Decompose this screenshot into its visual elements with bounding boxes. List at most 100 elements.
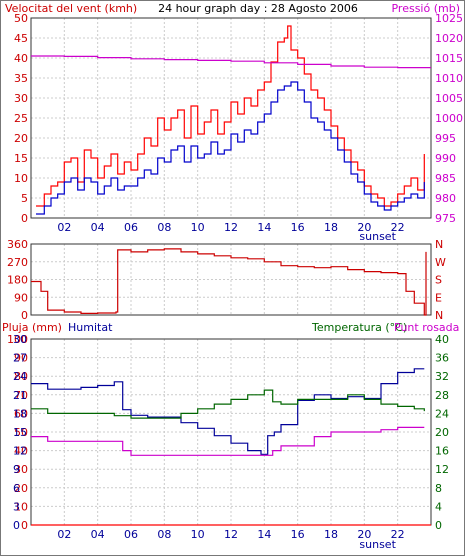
x-tick-label: 02	[57, 528, 71, 541]
y-tick-label-left: 45	[14, 32, 28, 45]
x-tick-label: 22	[391, 221, 405, 234]
y-tick-label-right: 1020	[435, 32, 463, 45]
x-tick-label: 12	[224, 528, 238, 541]
y-tick-label-right: 20	[435, 426, 449, 439]
y-tick-label-left: 0	[21, 309, 28, 322]
series-line-2	[31, 389, 425, 419]
y-tick-label-left: 40	[14, 52, 28, 65]
y-tick-label-right: 40	[435, 333, 449, 346]
header-wind-speed: Velocitat del vent (kmh)	[5, 2, 137, 15]
x-tick-label: 18	[324, 221, 338, 234]
header-rain: Pluja (mm)	[2, 321, 62, 334]
y-tick-label-left: 180	[7, 274, 28, 287]
y-tick-label-left: 80	[14, 370, 28, 383]
y-tick-label-left: 15	[14, 152, 28, 165]
y-tick-label-left: 20	[14, 482, 28, 495]
y-tick-label-left2: 0	[13, 519, 20, 532]
x-tick-label: 10	[191, 528, 205, 541]
y-tick-label-right: 975	[435, 212, 456, 225]
x-tick-label: 02	[57, 221, 71, 234]
y-tick-label-left: 30	[14, 92, 28, 105]
y-tick-label-left2: 12	[13, 445, 27, 458]
header-dew-point: Punt rosada	[394, 321, 459, 334]
sunset-label: sunset	[359, 230, 396, 243]
series-line-3	[31, 426, 425, 456]
y-tick-label-left2: 21	[13, 389, 27, 402]
y-tick-label-right: 24	[435, 407, 449, 420]
y-tick-label-left: 20	[14, 132, 28, 145]
chart-panel-3: 0102030405060708090100036912151821242730…	[2, 321, 459, 551]
y-tick-label-right: 985	[435, 172, 456, 185]
x-tick-label: 16	[291, 528, 305, 541]
y-tick-label-right: 4	[435, 500, 442, 513]
y-tick-label-left: 0	[21, 519, 28, 532]
x-tick-label: 22	[391, 528, 405, 541]
header-pressure: Pressió (mb)	[391, 2, 460, 15]
y-tick-label-left2: 3	[13, 500, 20, 513]
y-tick-label-right: 1015	[435, 52, 463, 65]
y-tick-label-right: W	[435, 256, 446, 269]
series-line-1	[36, 81, 425, 215]
y-tick-label-right: 990	[435, 152, 456, 165]
y-tick-label-right: 0	[435, 519, 442, 532]
y-tick-label-left2: 27	[13, 352, 27, 365]
series-line-2	[31, 55, 431, 69]
y-tick-label-right: 995	[435, 132, 456, 145]
y-tick-label-left2: 6	[13, 482, 20, 495]
x-tick-label: 14	[257, 221, 271, 234]
y-tick-label-left: 360	[7, 238, 28, 251]
x-tick-label: 18	[324, 528, 338, 541]
y-tick-label-left: 100	[7, 333, 28, 346]
plot-border	[30, 243, 432, 316]
header-humidity: Humitat	[68, 321, 113, 334]
y-tick-label-left: 25	[14, 112, 28, 125]
y-tick-label-right: 12	[435, 463, 449, 476]
y-tick-label-right: 1000	[435, 112, 463, 125]
y-tick-label-left: 0	[21, 212, 28, 225]
y-tick-label-left: 10	[14, 172, 28, 185]
x-tick-label: 12	[224, 221, 238, 234]
y-tick-label-left: 30	[14, 463, 28, 476]
y-tick-label-left: 60	[14, 407, 28, 420]
y-tick-label-right: 32	[435, 370, 449, 383]
header-temperature: Temperatura (°C)	[311, 321, 407, 334]
y-tick-label-right: S	[435, 274, 442, 287]
y-tick-label-left2: 9	[13, 463, 20, 476]
y-tick-label-left: 90	[14, 352, 28, 365]
x-tick-label: 04	[91, 528, 105, 541]
x-tick-label: 16	[291, 221, 305, 234]
y-tick-label-right: N	[435, 309, 443, 322]
x-tick-label: 10	[191, 221, 205, 234]
y-tick-label-right: 1025	[435, 12, 463, 25]
y-tick-label-left: 70	[14, 389, 28, 402]
y-tick-label-right: 16	[435, 445, 449, 458]
x-tick-label: 06	[124, 528, 138, 541]
header-date: 24 hour graph day : 28 Agosto 2006	[158, 2, 358, 15]
y-tick-label-right: E	[435, 291, 442, 304]
y-tick-label-left: 50	[14, 426, 28, 439]
series-line-0	[31, 248, 427, 316]
y-tick-label-left: 270	[7, 256, 28, 269]
series-line-0	[36, 25, 425, 207]
y-tick-label-left: 35	[14, 72, 28, 85]
y-tick-label-left: 10	[14, 500, 28, 513]
plot-border	[30, 17, 432, 219]
chart-panel-1: 0510152025303540455097598098599099510001…	[5, 2, 463, 243]
x-tick-label: 04	[91, 221, 105, 234]
y-tick-label-left: 90	[14, 291, 28, 304]
y-tick-label-right: 8	[435, 482, 442, 495]
x-tick-label: 20	[357, 528, 371, 541]
x-tick-label: 14	[257, 528, 271, 541]
y-tick-label-right: 28	[435, 389, 449, 402]
series-line-1	[31, 368, 425, 455]
y-tick-label-left2: 30	[13, 333, 27, 346]
y-tick-label-left2: 24	[13, 370, 27, 383]
y-tick-label-left: 5	[21, 192, 28, 205]
y-tick-label-right: 1005	[435, 92, 463, 105]
x-tick-label: 06	[124, 221, 138, 234]
y-tick-label-right: 36	[435, 352, 449, 365]
x-tick-label: 20	[357, 221, 371, 234]
